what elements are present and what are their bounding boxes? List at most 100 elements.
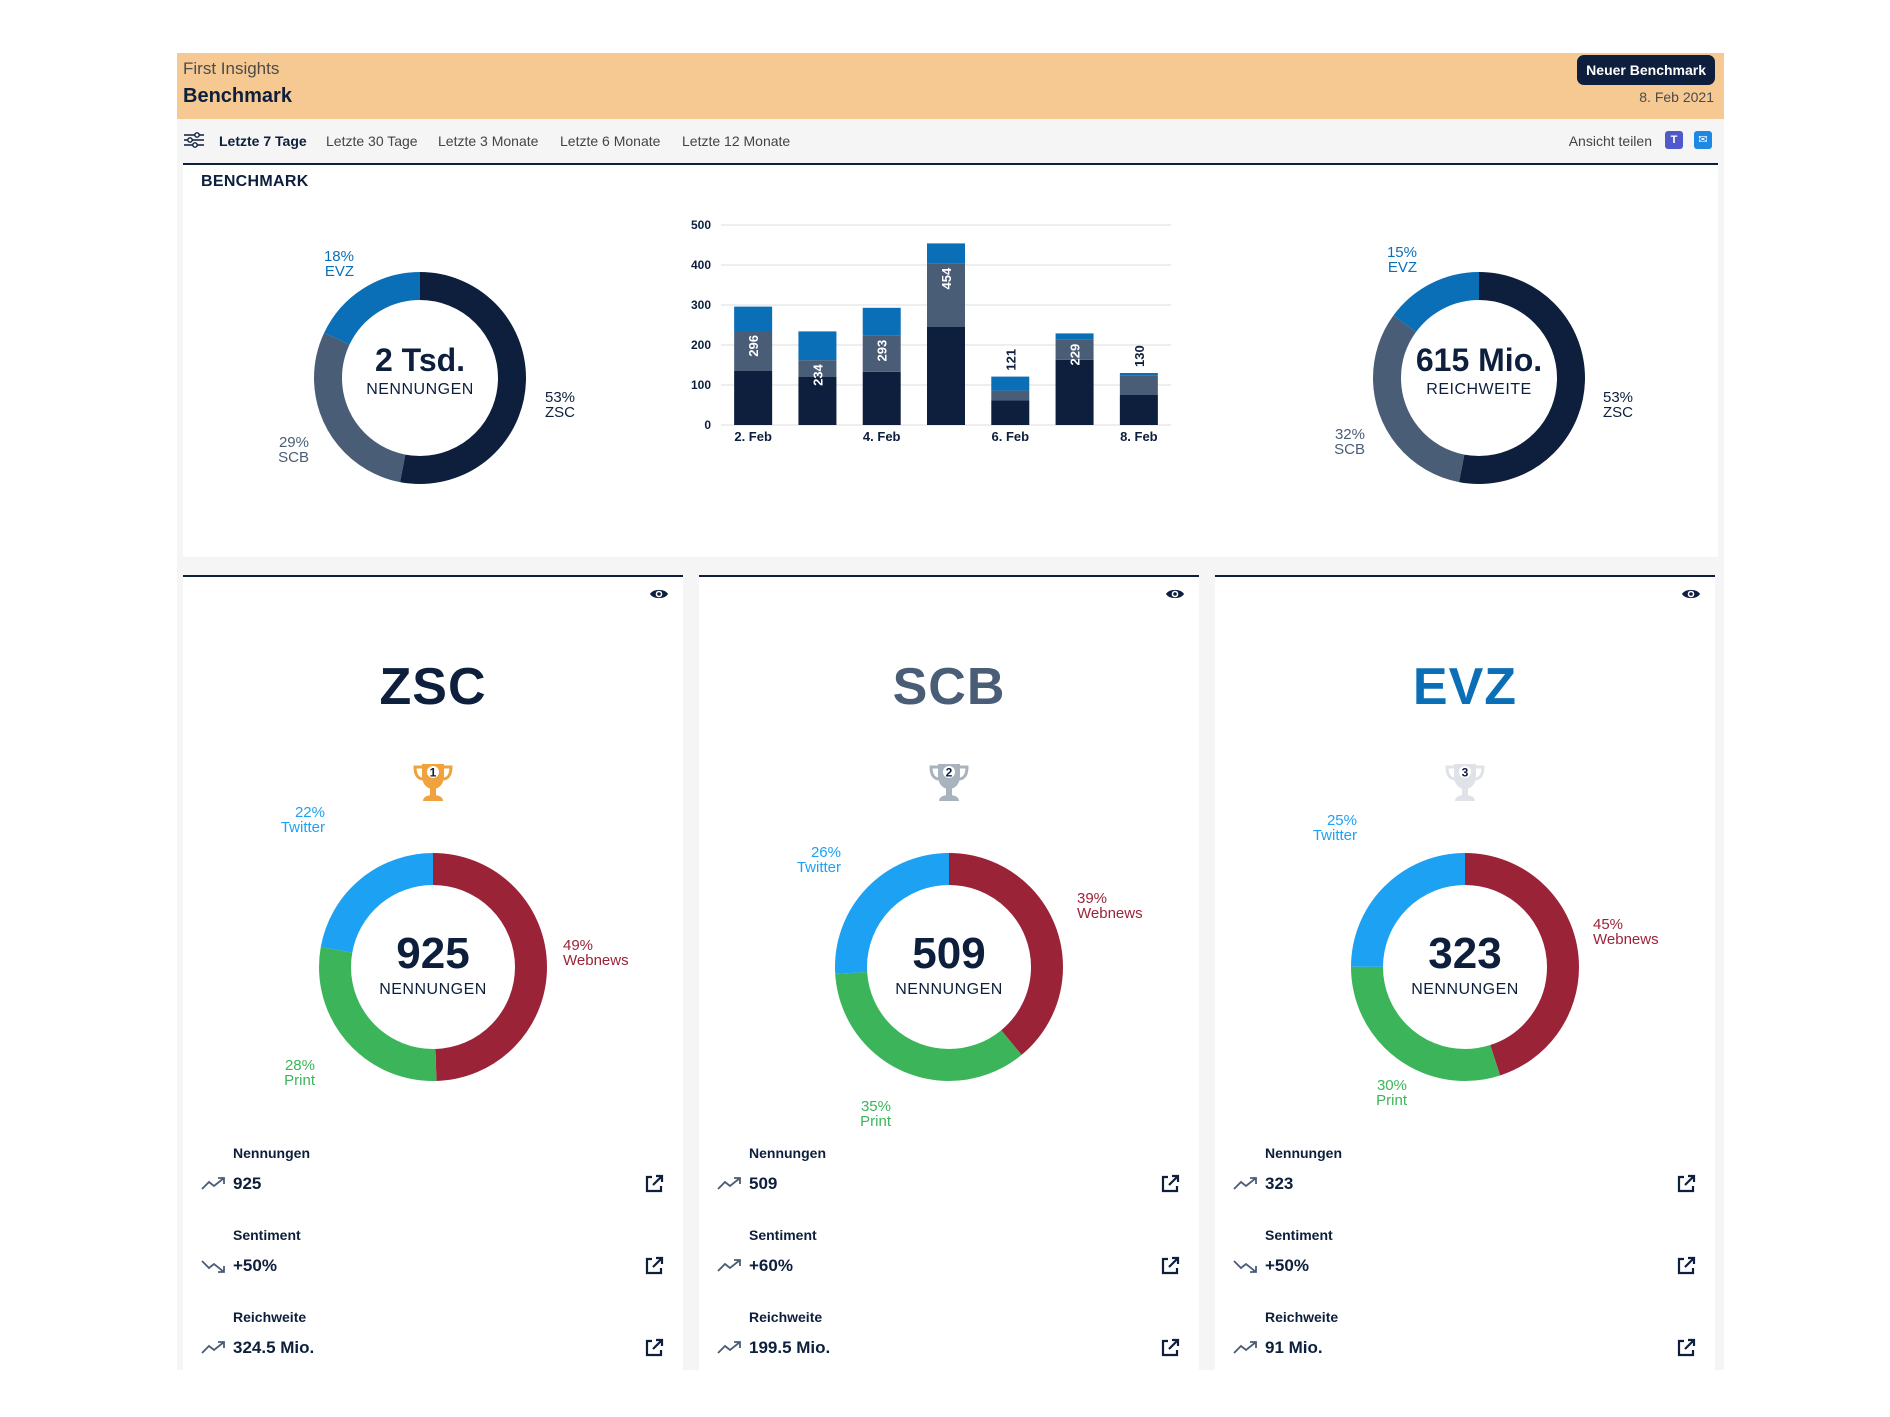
benchmark-card: BENCHMARK 2 Tsd. NENNUNGEN 18% EVZ 53% ZSC…: [183, 163, 1718, 557]
header-date: 8. Feb 2021: [1639, 89, 1714, 105]
y-tick-label: 500: [691, 218, 711, 232]
new-benchmark-button[interactable]: Neuer Benchmark: [1577, 55, 1715, 85]
metric-value: 91 Mio.: [1265, 1338, 1323, 1357]
reach-slice-scb: [1373, 272, 1585, 484]
trend-up-icon: [717, 1341, 741, 1354]
reach-label-scb: 32% SCB: [1334, 426, 1365, 458]
tab-30-days[interactable]: Letzte 30 Tage: [326, 133, 418, 149]
external-link-icon[interactable]: [1675, 1255, 1697, 1277]
team-mentions-label: NENNUNGEN: [1411, 981, 1519, 998]
y-tick-label: 100: [691, 378, 711, 392]
bar-total-label: 229: [1068, 344, 1083, 366]
tab-3-months[interactable]: Letzte 3 Monate: [438, 133, 539, 149]
metric-value: +60%: [749, 1256, 793, 1275]
reach-label-zsc: 53% ZSC: [1603, 389, 1634, 421]
eye-icon[interactable]: [649, 587, 669, 601]
metric-value: +50%: [233, 1256, 277, 1275]
bar-segment-evz: [1055, 333, 1094, 340]
channel-label-webnews: 39% Webnews: [1077, 890, 1143, 922]
channel-donut-chart: [1351, 853, 1579, 1081]
reach-donut-center: 615 Mio. REICHWEITE: [1369, 342, 1589, 399]
team-mentions-center: 509 NENNUNGEN: [835, 929, 1063, 999]
donut-label-zsc: 53% ZSC: [545, 389, 576, 421]
mail-icon[interactable]: ✉: [1694, 131, 1712, 149]
total-reach-label: REICHWEITE: [1426, 381, 1532, 398]
eye-icon[interactable]: [1681, 587, 1701, 601]
tab-7-days[interactable]: Letzte 7 Tage: [219, 133, 307, 149]
header-subtitle: First Insights: [183, 59, 280, 78]
metric-value: 509: [749, 1174, 778, 1193]
metric-label: Reichweite: [749, 1309, 823, 1325]
trend-up-icon: [201, 1341, 225, 1354]
y-tick-label: 400: [691, 258, 711, 272]
bar-segment-scb: [798, 360, 837, 377]
metric-label: Nennungen: [749, 1145, 826, 1161]
metric-label: Sentiment: [749, 1227, 817, 1243]
channel-label-print: 28% Print: [284, 1057, 315, 1089]
x-tick-label: 8. Feb: [1120, 429, 1158, 443]
external-link-icon[interactable]: [1159, 1337, 1181, 1359]
trend-up-icon: [1233, 1341, 1257, 1354]
mentions-donut-chart: [314, 272, 526, 484]
channel-slice-twitter: [319, 853, 547, 1081]
external-link-icon[interactable]: [1159, 1173, 1181, 1195]
bar-segment-zsc: [798, 377, 837, 425]
external-link-icon[interactable]: [643, 1337, 665, 1359]
external-link-icon[interactable]: [643, 1173, 665, 1195]
team-mentions-center: 323 NENNUNGEN: [1351, 929, 1579, 999]
external-link-icon[interactable]: [643, 1255, 665, 1277]
reach-label-evz: 15% EVZ: [1386, 244, 1417, 276]
trophy-icon: 1: [413, 764, 453, 801]
team-name-evz: EVZ: [1412, 658, 1518, 716]
bar-total-label: 296: [746, 335, 761, 357]
metric-label: Reichweite: [1265, 1309, 1339, 1325]
benchmark-title: BENCHMARK: [201, 173, 309, 190]
trophy-rank: 1: [430, 766, 437, 780]
external-link-icon[interactable]: [1675, 1337, 1697, 1359]
x-tick-label: 4. Feb: [863, 429, 901, 443]
channel-label-print: 30% Print: [1376, 1077, 1407, 1109]
mentions-bar-chart: 0 100 200 300 400 500 296 2. Feb 234 293 4. Feb 454…: [691, 218, 1171, 443]
channel-label-print: 35% Print: [860, 1098, 891, 1130]
team-mentions-label: NENNUNGEN: [379, 981, 487, 998]
total-mentions-label: NENNUNGEN: [366, 381, 474, 398]
bar-total-label: 234: [810, 363, 825, 385]
bar-segment-zsc: [734, 371, 773, 425]
bar-segment-scb: [734, 331, 773, 371]
metric-value: 925: [233, 1174, 262, 1193]
channel-label-twitter: 22% Twitter: [280, 804, 325, 836]
bar-segment-zsc: [927, 327, 965, 425]
eye-icon[interactable]: [1165, 587, 1185, 601]
bar-segment-zsc: [862, 371, 901, 425]
y-tick-label: 0: [704, 418, 711, 432]
bar-total-label: 293: [875, 340, 890, 362]
tab-6-months[interactable]: Letzte 6 Monate: [560, 133, 661, 149]
total-reach-value: 615 Mio.: [1415, 342, 1543, 378]
donut-label-scb: 29% SCB: [278, 434, 309, 466]
team-mentions-value: 323: [1428, 929, 1502, 978]
trend-up-icon: [201, 1177, 225, 1190]
metric-value: 199.5 Mio.: [749, 1338, 831, 1357]
team-mentions-value: 509: [912, 929, 986, 978]
bar-total-label: 121: [1003, 349, 1018, 371]
filter-bar: Letzte 7 Tage Letzte 30 Tage Letzte 3 Mo…: [177, 119, 1724, 163]
external-link-icon[interactable]: [1675, 1173, 1697, 1195]
trend-up-icon: [717, 1177, 741, 1190]
metric-label: Nennungen: [233, 1145, 310, 1161]
tab-12-months[interactable]: Letzte 12 Monate: [682, 133, 791, 149]
teams-icon[interactable]: T: [1665, 131, 1683, 149]
channel-label-webnews: 45% Webnews: [1593, 916, 1659, 948]
team-mentions-value: 925: [396, 929, 470, 978]
trend-down-icon: [201, 1260, 225, 1273]
mentions-slice-scb: [314, 272, 526, 484]
external-link-icon[interactable]: [1159, 1255, 1181, 1277]
channel-label-twitter: 25% Twitter: [1312, 812, 1357, 844]
channel-slice-print: [319, 853, 547, 1081]
bar-segment-zsc: [991, 400, 1030, 425]
trend-up-icon: [717, 1259, 741, 1272]
filter-sliders-icon[interactable]: [183, 131, 205, 149]
team-name-zsc: ZSC: [379, 658, 487, 716]
bar-segment-scb: [1055, 339, 1094, 360]
bar-total-label: 130: [1132, 345, 1147, 367]
bar-segment-scb: [927, 263, 965, 327]
